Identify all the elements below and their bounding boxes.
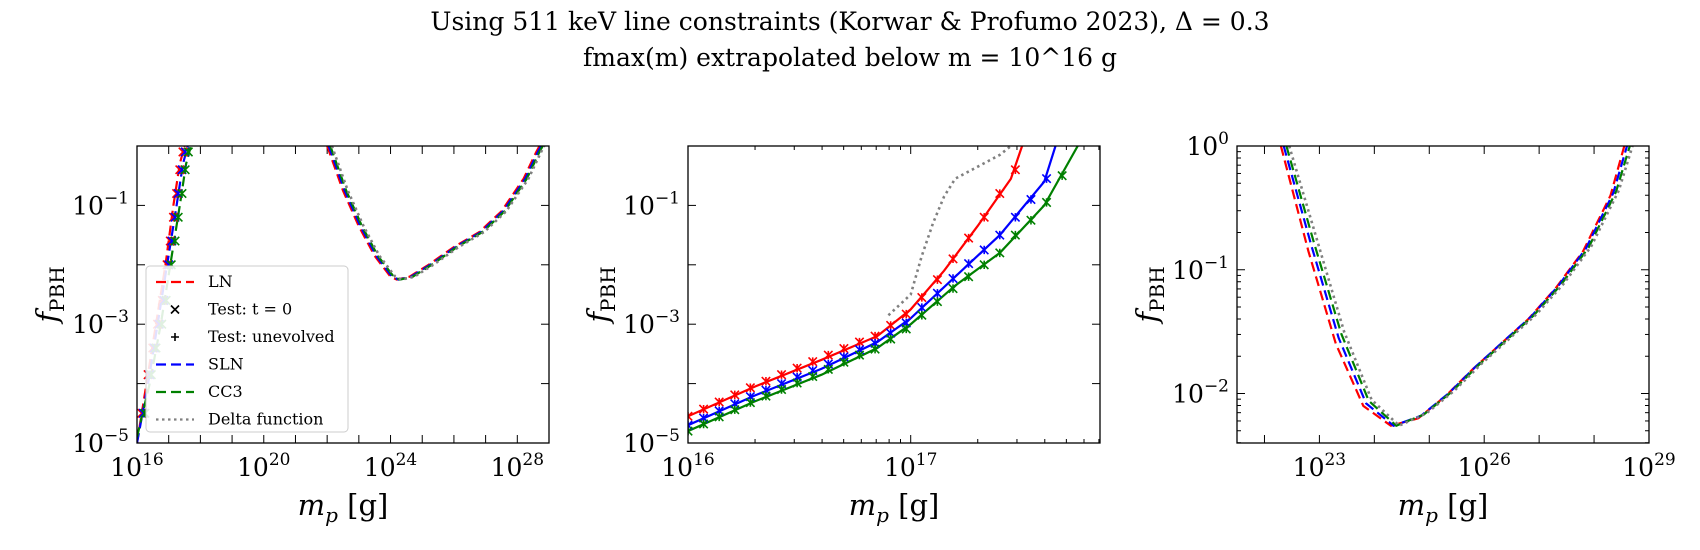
legend-label: Test: t = 0 [208, 300, 292, 319]
marker-ln [964, 234, 972, 242]
marker-ln [996, 189, 1004, 197]
panel-right: 1023 1026 1029 10−2 10−1 100 mp [g] fPBH [1130, 129, 1676, 527]
marker-sln [1011, 213, 1019, 221]
marker-ln [1011, 166, 1019, 174]
marker-ln [918, 293, 926, 301]
series-line-cc3 [688, 146, 1078, 431]
marker-cc3 [1058, 172, 1066, 180]
x-tick-label: 1028 [491, 450, 544, 482]
marker-cc3 [933, 297, 941, 305]
y-tick-label: 10−3 [623, 307, 680, 339]
x-tick-label: 1016 [110, 450, 163, 482]
x-axis-label: mp [g] [1398, 488, 1489, 527]
y-tick-label: 100 [1186, 129, 1229, 161]
marker-ln [933, 275, 941, 283]
marker-ln [886, 321, 894, 329]
y-tick-label: 10−3 [72, 307, 129, 339]
y-tick-label: 10−1 [1172, 253, 1229, 285]
series-line-ln [1281, 146, 1624, 426]
legend-label: LN [208, 272, 233, 291]
legend-label: SLN [208, 355, 244, 374]
x-tick-label: 1024 [364, 450, 417, 482]
series-line-delta-function [1289, 146, 1632, 426]
marker-cc3 [886, 335, 894, 343]
legend-box [146, 266, 348, 432]
y-axis-label: fPBH [1130, 266, 1169, 324]
marker-cc3 [918, 311, 926, 319]
panel-middle: 1016 1017 10−5 10−3 10−1 mp [g] fPBH [581, 146, 1100, 527]
x-tick-label: 1023 [1293, 450, 1346, 482]
marker-sln [1042, 174, 1050, 182]
plot-area [684, 146, 1078, 435]
figure-title-line1: Using 511 keV line constraints (Korwar &… [430, 7, 1269, 36]
marker-cc3 [1011, 231, 1019, 239]
marker-cc3 [1042, 198, 1050, 206]
x-tick-label: 1026 [1457, 450, 1510, 482]
x-tick-label: 1029 [1622, 450, 1675, 482]
series-line-sln [688, 146, 1056, 425]
y-tick-label: 10−2 [1172, 377, 1229, 409]
x-axis-label: mp [g] [849, 488, 940, 527]
x-tick-label: 1016 [661, 450, 714, 482]
marker-cc3 [1027, 216, 1035, 224]
x-tick-label: 1020 [237, 450, 290, 482]
marker-cc3 [871, 345, 879, 353]
x-tick-label: 1017 [884, 450, 937, 482]
y-axis-label: fPBH [30, 266, 69, 324]
marker-cc3 [949, 284, 957, 292]
marker-cc3 [996, 249, 1004, 257]
plot-area [1281, 146, 1633, 426]
legend-label: Delta function [208, 410, 323, 429]
marker-ln [949, 255, 957, 263]
legend: LN Test: t = 0 Test: unevolved SLN CC3 Delta … [146, 266, 348, 432]
marker-sln [980, 246, 988, 254]
marker-sln [996, 231, 1004, 239]
marker-sln [933, 289, 941, 297]
y-axis-label: fPBH [581, 266, 620, 324]
y-tick-label: 10−1 [72, 188, 129, 220]
marker-sln [949, 274, 957, 282]
marker-sln [918, 303, 926, 311]
legend-label: CC3 [208, 382, 243, 401]
marker-cc3 [980, 261, 988, 269]
marker-ln [980, 213, 988, 221]
figure-title-line2: fmax(m) extrapolated below m = 10^16 g [583, 43, 1117, 72]
series-line-sln [1284, 146, 1627, 426]
marker-sln [964, 259, 972, 267]
y-tick-label: 10−1 [623, 188, 680, 220]
x-axis-label: mp [g] [298, 488, 389, 527]
legend-label: Test: unevolved [208, 327, 335, 346]
